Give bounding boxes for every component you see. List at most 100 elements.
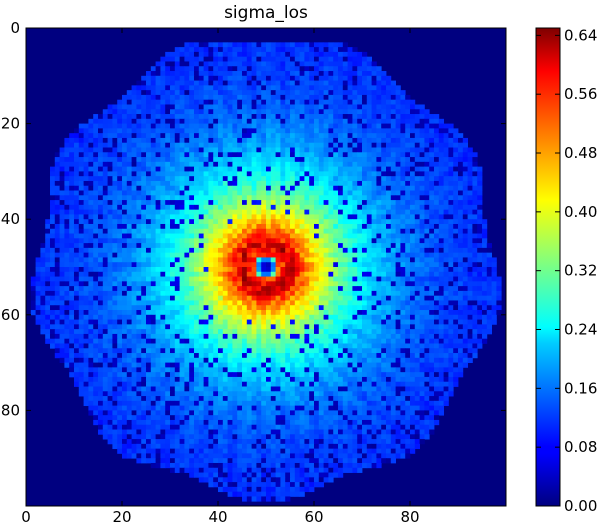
heatmap-cell xyxy=(45,257,51,263)
heatmap-cell xyxy=(386,104,392,110)
heatmap-cell xyxy=(261,314,267,320)
heatmap-cell xyxy=(414,142,420,148)
heatmap-cell xyxy=(222,195,228,201)
heatmap-cell xyxy=(160,99,166,105)
heatmap-cell xyxy=(155,314,161,320)
heatmap-cell xyxy=(227,305,233,311)
heatmap-cell xyxy=(237,290,243,297)
heatmap-cell xyxy=(438,214,444,220)
heatmap-cell xyxy=(304,171,310,177)
heatmap-cell xyxy=(328,114,334,120)
heatmap-cell xyxy=(165,319,171,325)
heatmap-cell xyxy=(376,314,382,320)
heatmap-cell xyxy=(400,238,406,244)
heatmap-cell xyxy=(400,310,406,316)
heatmap-cell xyxy=(88,195,94,201)
heatmap-cell xyxy=(448,204,454,211)
heatmap-cell xyxy=(304,276,310,282)
heatmap-cell xyxy=(141,123,147,129)
heatmap-cell xyxy=(222,286,228,292)
heatmap-cell xyxy=(179,228,185,234)
heatmap-cell xyxy=(266,223,272,230)
heatmap-cell xyxy=(395,286,401,292)
heatmap-cell xyxy=(448,161,454,168)
heatmap-cell xyxy=(362,147,368,153)
heatmap-cell xyxy=(136,137,142,144)
heatmap-cell xyxy=(237,152,243,158)
heatmap-cell xyxy=(174,47,180,53)
heatmap-cell xyxy=(126,310,132,316)
heatmap-cell xyxy=(189,85,195,91)
heatmap-cell xyxy=(342,66,348,72)
heatmap-cell xyxy=(443,233,449,239)
heatmap-cell xyxy=(453,228,459,234)
heatmap-cell xyxy=(69,238,75,244)
heatmap-cell xyxy=(333,290,339,297)
heatmap-cell xyxy=(146,252,152,258)
heatmap-cell xyxy=(222,223,228,230)
heatmap-cell xyxy=(174,209,180,215)
heatmap-cell xyxy=(194,157,200,163)
heatmap-cell xyxy=(194,61,200,67)
heatmap-cell xyxy=(405,329,411,335)
heatmap-cell xyxy=(83,161,89,168)
heatmap-cell xyxy=(424,295,430,301)
heatmap-cell xyxy=(136,267,142,273)
heatmap-cell xyxy=(424,157,430,163)
heatmap-cell xyxy=(371,85,377,91)
heatmap-cell xyxy=(419,209,425,215)
heatmap-cell xyxy=(203,152,209,158)
heatmap-cell xyxy=(280,262,286,268)
heatmap-cell xyxy=(458,281,464,287)
heatmap-cell xyxy=(362,305,368,311)
heatmap-cell xyxy=(438,329,444,335)
heatmap-cell xyxy=(222,238,228,244)
heatmap-cell xyxy=(64,190,70,196)
heatmap-cell xyxy=(218,109,224,115)
heatmap-cell xyxy=(112,114,118,120)
heatmap-cell xyxy=(414,123,420,129)
heatmap-cell xyxy=(318,137,324,144)
heatmap-cell xyxy=(347,118,353,124)
heatmap-cell xyxy=(203,42,209,48)
heatmap-cell xyxy=(314,190,320,196)
heatmap-cell xyxy=(208,300,214,306)
heatmap-cell xyxy=(352,286,358,292)
heatmap-cell xyxy=(203,314,209,320)
heatmap-cell xyxy=(338,123,344,129)
heatmap-cell xyxy=(338,228,344,234)
heatmap-cell xyxy=(131,157,137,163)
heatmap-cell xyxy=(419,185,425,191)
heatmap-cell xyxy=(486,252,492,258)
heatmap-cell xyxy=(83,185,89,191)
heatmap-cell xyxy=(136,200,142,206)
heatmap-cell xyxy=(395,176,401,182)
heatmap-cell xyxy=(122,147,128,153)
heatmap-cell xyxy=(491,314,497,320)
heatmap-cell xyxy=(410,238,416,244)
heatmap-cell xyxy=(155,214,161,220)
heatmap-cell xyxy=(251,195,257,201)
heatmap-cell xyxy=(429,223,435,230)
heatmap-cell xyxy=(150,305,156,311)
heatmap-cell xyxy=(323,238,329,244)
heatmap-cell xyxy=(405,104,411,110)
heatmap-cell xyxy=(170,166,176,172)
heatmap-cell xyxy=(160,238,166,244)
heatmap-cell xyxy=(122,243,128,249)
heatmap-cell xyxy=(179,128,185,134)
heatmap-cell xyxy=(438,176,444,182)
heatmap-cell xyxy=(251,71,257,77)
heatmap-cell xyxy=(467,223,473,230)
heatmap-cell xyxy=(290,310,296,316)
heatmap-cell xyxy=(112,147,118,153)
heatmap-cell xyxy=(376,157,382,163)
heatmap-cell xyxy=(338,180,344,187)
heatmap-cell xyxy=(448,271,454,277)
heatmap-cell xyxy=(59,166,65,172)
heatmap-cell xyxy=(338,271,344,277)
heatmap-cell xyxy=(189,90,195,96)
heatmap-cell xyxy=(83,267,89,273)
heatmap-cell xyxy=(338,195,344,201)
heatmap-cell xyxy=(448,329,454,335)
